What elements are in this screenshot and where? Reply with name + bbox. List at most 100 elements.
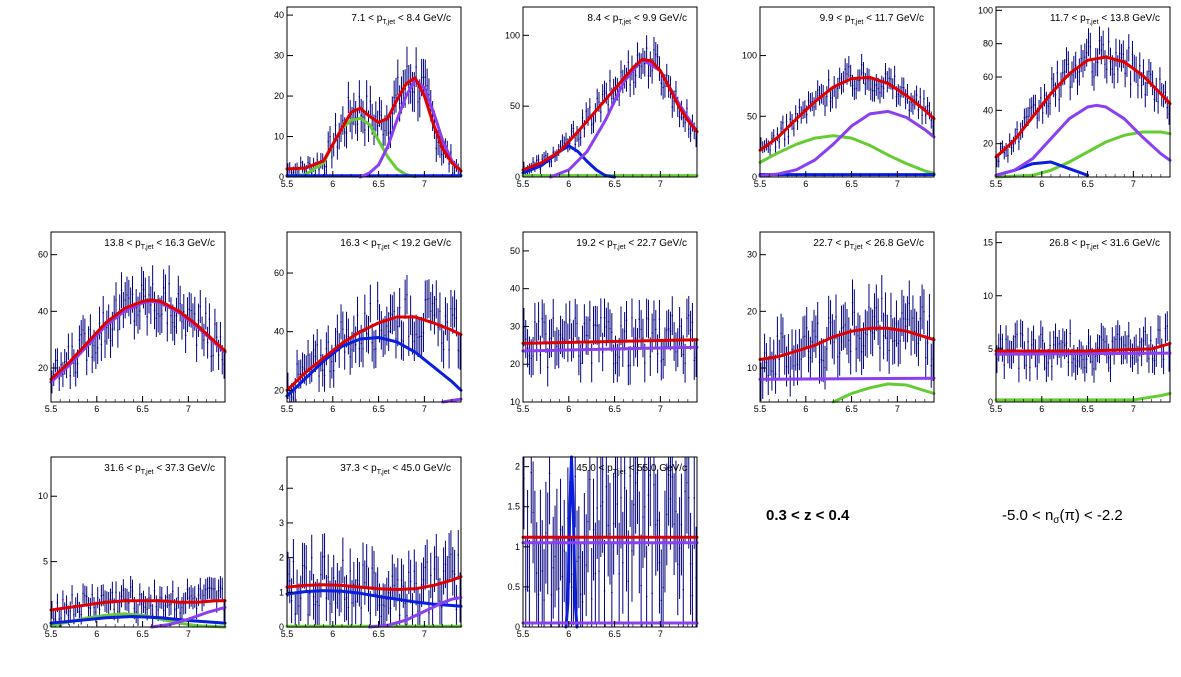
- pt-label-post: < 11.7 GeV/c: [863, 13, 924, 24]
- y-tick-label: 40: [38, 306, 48, 316]
- total-fit-curve: [49, 298, 227, 381]
- plot-frame: [995, 6, 1171, 178]
- total-fit-curve: [285, 575, 463, 591]
- pt-label-sub: T,jet: [1086, 244, 1099, 251]
- total-fit-curve: [758, 326, 936, 361]
- pt-label-post: < 55.0 GeV/c: [626, 463, 687, 474]
- pt-label-sub: T,jet: [1086, 19, 1099, 26]
- pt-range-label: 13.8 < pT,jet < 16.3 GeV/c: [104, 238, 215, 251]
- y-tick-label: 0: [279, 172, 284, 182]
- x-tick-label: 5.5: [754, 179, 767, 189]
- y-tick-label: 50: [747, 111, 757, 121]
- z-range-label: 0.3 < z < 0.4: [766, 507, 850, 524]
- data-points: [287, 275, 461, 403]
- x-tick-label: 6.5: [608, 404, 621, 414]
- y-tick-label: 10: [747, 363, 757, 373]
- pt-range-label: 31.6 < pT,jet < 37.3 GeV/c: [104, 463, 215, 476]
- pion-fit-curve: [758, 109, 936, 178]
- x-tick-label: 7: [895, 404, 900, 414]
- pt-label-sub: T,jet: [377, 244, 390, 251]
- kaon-fit-curve: [285, 336, 463, 398]
- x-tick-label: 6: [566, 404, 571, 414]
- fit-panel-8: 5.5 6 6.5 7 10 20 30 22.7 < pT,jet < 26.8 GeV/c: [747, 231, 936, 414]
- x-tick-label: 6.5: [1081, 404, 1094, 414]
- y-tick-label: 100: [742, 51, 757, 61]
- x-tick-label: 6: [1039, 179, 1044, 189]
- x-tick-label: 6: [803, 404, 808, 414]
- y-tick-label: 0: [515, 622, 520, 632]
- data-points: [523, 457, 697, 627]
- y-tick-label: 100: [505, 30, 520, 40]
- pt-label-sub: T,jet: [850, 19, 863, 26]
- pt-label-post: < 22.7 GeV/c: [626, 238, 687, 249]
- pt-range-label: 7.1 < pT,jet < 8.4 GeV/c: [351, 13, 451, 26]
- x-tick-label: 5.5: [45, 404, 58, 414]
- fit-panel-9: 5.5 6 6.5 7 0 5 10 15 26.8 < pT,jet < 31.6 GeV/c: [983, 231, 1172, 414]
- plot-frame: [286, 456, 462, 628]
- y-tick-label: 10: [38, 491, 48, 501]
- y-tick-label: 5: [988, 344, 993, 354]
- y-tick-label: 1.5: [507, 502, 520, 512]
- pion-fit-curve: [150, 605, 227, 629]
- x-tick-label: 5.5: [45, 629, 58, 639]
- proton-fit-curve: [831, 382, 936, 404]
- pt-label-pre: 19.2 < p: [576, 238, 613, 249]
- pt-label-pre: 7.1 < p: [351, 13, 382, 24]
- pion-fit-curve: [994, 351, 1172, 356]
- plot-area: [287, 232, 461, 402]
- pt-range-label: 11.7 < pT,jet < 13.8 GeV/c: [1050, 13, 1160, 26]
- pt-label-sub: T,jet: [141, 469, 154, 476]
- y-tick-label: 0: [752, 172, 757, 182]
- y-tick-label: 50: [510, 101, 520, 111]
- pt-label-sub: T,jet: [618, 19, 631, 26]
- pt-label-post: < 26.8 GeV/c: [863, 238, 924, 249]
- y-tick-label: 10: [274, 132, 284, 142]
- y-tick-label: 2: [279, 553, 284, 563]
- pion-fit-curve: [758, 376, 936, 381]
- x-tick-label: 6.5: [372, 404, 385, 414]
- y-tick-label: 30: [747, 250, 757, 260]
- kaon-fit-curve: [521, 144, 617, 179]
- plot-frame: [759, 6, 935, 178]
- x-tick-label: 5.5: [990, 404, 1003, 414]
- x-tick-label: 5.5: [990, 179, 1003, 189]
- y-tick-label: 15: [983, 238, 993, 248]
- y-tick-label: 0.5: [507, 582, 520, 592]
- nsigma-label-post: (π) < -2.2: [1059, 507, 1123, 524]
- plot-frame: [522, 456, 698, 628]
- nsigma-label-sub: σ: [1053, 515, 1060, 526]
- y-tick-label: 2: [515, 462, 520, 472]
- proton-fit-curve: [285, 116, 417, 179]
- y-tick-label: 20: [510, 359, 520, 369]
- x-tick-label: 6.5: [372, 179, 385, 189]
- x-tick-label: 5.5: [517, 404, 530, 414]
- pt-label-sub: T,jet: [613, 469, 626, 476]
- y-tick-label: 20: [983, 139, 993, 149]
- x-tick-label: 6: [330, 629, 335, 639]
- plot-frame: [995, 231, 1171, 403]
- plot-area: [523, 7, 697, 177]
- pt-label-post: < 37.3 GeV/c: [154, 463, 215, 474]
- plot-area: [51, 457, 225, 627]
- x-tick-label: 6.5: [136, 629, 149, 639]
- pt-label-pre: 22.7 < p: [813, 238, 850, 249]
- total-fit-curve: [285, 315, 463, 392]
- plot-frame: [50, 231, 226, 403]
- total-fit-curve: [521, 338, 699, 345]
- pt-label-pre: 31.6 < p: [104, 463, 141, 474]
- pt-label-post: < 13.8 GeV/c: [1099, 13, 1160, 24]
- pt-range-label: 19.2 < pT,jet < 22.7 GeV/c: [576, 238, 687, 251]
- plot-area: [996, 232, 1170, 402]
- x-tick-label: 6.5: [372, 629, 385, 639]
- y-tick-label: 80: [983, 39, 993, 49]
- plot-frame: [522, 231, 698, 403]
- pt-range-label: 26.8 < pT,jet < 31.6 GeV/c: [1049, 238, 1160, 251]
- y-tick-label: 40: [274, 327, 284, 337]
- pt-label-pre: 45.0 < p: [576, 463, 613, 474]
- x-tick-label: 7: [658, 179, 663, 189]
- x-tick-label: 5.5: [754, 404, 767, 414]
- y-tick-label: 5: [43, 557, 48, 567]
- total-fit-curve: [285, 76, 463, 173]
- fit-panel-2: 5.5 6 6.5 7 0 50 100 8.4 < pT,jet < 9.9 GeV/c: [505, 6, 699, 189]
